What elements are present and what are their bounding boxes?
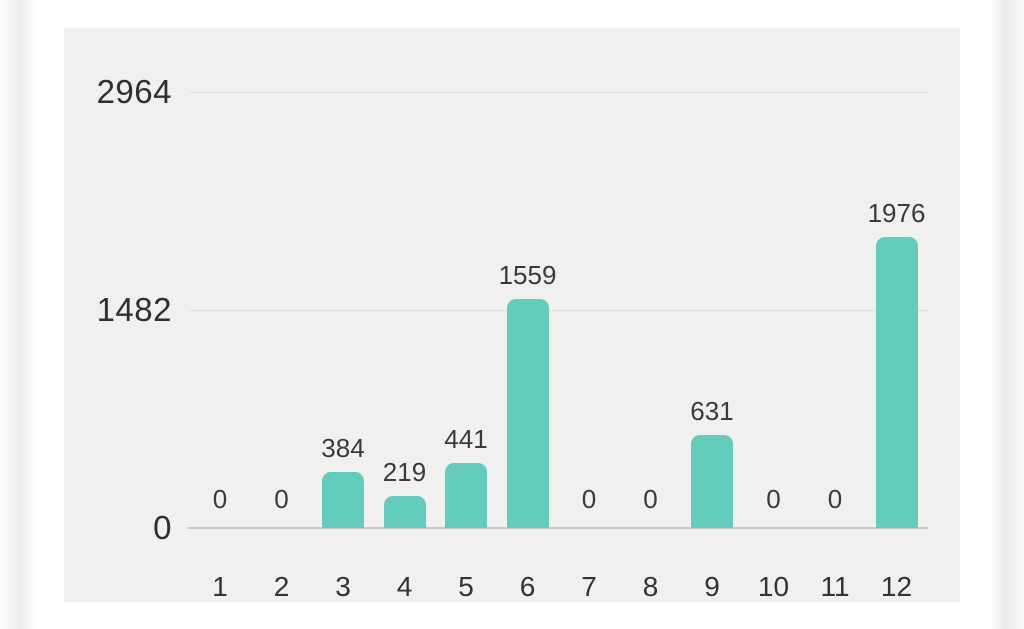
x-axis-tick-label-12: 12 bbox=[880, 571, 913, 602]
value-label-6: 1559 bbox=[498, 259, 557, 290]
bar-3 bbox=[322, 471, 364, 528]
value-label-5: 441 bbox=[444, 424, 488, 455]
x-axis-tick-label-7: 7 bbox=[581, 571, 597, 602]
x-axis-tick-label-11: 11 bbox=[820, 571, 850, 602]
value-label-4: 219 bbox=[382, 456, 427, 487]
value-label-1: 0 bbox=[212, 484, 228, 514]
value-label-12: 1976 bbox=[867, 198, 926, 229]
value-label-11: 0 bbox=[827, 484, 843, 514]
value-label-3: 384 bbox=[321, 432, 365, 463]
value-label-9: 631 bbox=[690, 396, 734, 427]
value-label-10: 0 bbox=[766, 484, 781, 514]
value-label-7: 0 bbox=[581, 484, 597, 514]
x-axis-tick-label-8: 8 bbox=[642, 571, 659, 602]
value-label-8: 0 bbox=[643, 484, 658, 514]
x-axis-tick-label-9: 9 bbox=[704, 571, 720, 602]
x-axis-tick-label-6: 6 bbox=[519, 571, 536, 602]
y-axis-tick-label: 2964 bbox=[96, 73, 172, 110]
bar-5 bbox=[445, 463, 487, 528]
y-axis-tick-label: 1482 bbox=[96, 291, 172, 328]
bar-6 bbox=[506, 298, 549, 528]
value-label-2: 0 bbox=[274, 484, 289, 514]
page-edge-shade-left bbox=[0, 0, 38, 629]
x-axis-tick-label-3: 3 bbox=[335, 571, 351, 602]
x-axis-tick-label-10: 10 bbox=[757, 571, 790, 602]
y-axis-tick-label: 0 bbox=[153, 509, 172, 546]
x-axis-tick-label-1: 1 bbox=[212, 571, 228, 602]
x-axis-tick-label-4: 4 bbox=[396, 571, 413, 602]
bar-4 bbox=[383, 495, 426, 528]
gridline-y-2964 bbox=[190, 91, 928, 93]
gridline-y-1482 bbox=[190, 309, 928, 311]
x-axis-tick-label-2: 2 bbox=[273, 571, 290, 602]
x-axis-line bbox=[188, 527, 928, 529]
page-edge-shade-right bbox=[991, 0, 1024, 629]
bar-9 bbox=[691, 435, 733, 528]
bar-12 bbox=[875, 237, 918, 528]
x-axis-tick-label-5: 5 bbox=[458, 571, 474, 602]
